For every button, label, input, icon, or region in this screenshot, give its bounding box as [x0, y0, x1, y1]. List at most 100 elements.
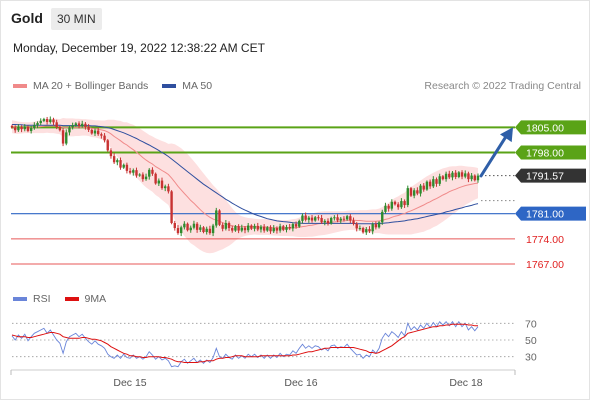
candle-body: [409, 188, 413, 196]
candle-body: [122, 164, 125, 168]
ma9-swatch: [64, 297, 79, 301]
candle-body: [314, 217, 317, 221]
legend-item-rsi: RSI: [13, 293, 51, 305]
candle-body: [269, 227, 272, 232]
candle-body: [128, 170, 132, 173]
candle-body: [368, 229, 371, 232]
candle-body: [119, 160, 122, 168]
candle-body: [304, 215, 307, 220]
rsi-line: [11, 320, 479, 368]
candle-body: [45, 119, 49, 122]
candle-body: [285, 226, 288, 230]
projection-arrow-shaft: [479, 131, 510, 178]
candle-body: [288, 226, 291, 229]
candle-body: [381, 211, 384, 223]
rsi-legend: RSI 9MA: [13, 293, 120, 305]
candle-body: [29, 128, 33, 131]
timeframe-button[interactable]: 30 MIN: [51, 8, 102, 30]
candle-body: [448, 173, 451, 178]
candle-body: [307, 217, 311, 220]
candle-body: [17, 127, 20, 131]
rsi-swatch: [13, 297, 27, 301]
candle-body: [333, 217, 336, 219]
candle-body: [365, 229, 368, 233]
ma20-label: MA 20 + Bollinger Bands: [33, 80, 149, 92]
candle-body: [211, 225, 215, 234]
candle-body: [361, 228, 365, 233]
candle-body: [26, 126, 30, 131]
candle-body: [208, 228, 212, 234]
level-label: 1798.00: [526, 148, 564, 160]
candle-body: [451, 172, 454, 178]
candle-body: [96, 130, 100, 135]
candle-body: [470, 175, 473, 180]
level-label: 1781.00: [526, 209, 564, 221]
candle-body: [103, 135, 106, 141]
candle-body: [460, 172, 464, 177]
candle-body: [109, 150, 113, 157]
candle-body: [106, 140, 109, 151]
candle-body: [345, 216, 349, 220]
level-tag: [515, 145, 586, 160]
level-tag: [515, 168, 586, 183]
candle-body: [259, 226, 263, 230]
candle-body: [419, 185, 422, 194]
level-label: 1805.00: [526, 122, 564, 134]
level-tag: [515, 206, 586, 221]
candle-body: [310, 217, 314, 221]
candle-body: [42, 119, 46, 121]
candle-body: [397, 204, 400, 208]
candle-body: [74, 123, 78, 126]
candle-body: [320, 217, 323, 223]
candle-body: [231, 228, 234, 231]
candle-body: [435, 179, 438, 184]
ma9-line: [11, 323, 478, 363]
candle-body: [49, 119, 52, 122]
candle-body: [438, 176, 441, 184]
candle-body: [393, 201, 397, 205]
level-label: 1767.00: [526, 259, 564, 271]
candle-body: [412, 190, 416, 196]
candle-body: [100, 134, 103, 136]
candle-body: [406, 188, 409, 206]
candle-body: [192, 223, 196, 228]
x-tick-label: Dec 15: [113, 377, 146, 389]
candle-body: [339, 218, 342, 221]
candle-body: [138, 174, 141, 176]
candle-body: [189, 227, 192, 231]
candle-body: [473, 175, 477, 181]
candle-body: [125, 164, 129, 171]
candle-body: [90, 129, 93, 134]
candle-body: [253, 225, 256, 229]
candle-body: [81, 123, 84, 126]
candle-body: [262, 226, 266, 231]
candle-body: [87, 126, 90, 130]
candle-body: [272, 228, 275, 232]
ma50-label: MA 50: [182, 80, 213, 92]
candle-body: [476, 175, 480, 181]
candle-body: [298, 220, 301, 227]
candle-body: [33, 125, 36, 129]
candle-body: [10, 125, 14, 128]
candle-body: [457, 172, 461, 177]
symbol-title: Gold: [11, 10, 43, 26]
candle-body: [291, 224, 295, 229]
legend-item-ma50: MA 50: [162, 80, 212, 92]
candle-body: [342, 218, 346, 220]
candle-body: [464, 173, 467, 177]
rsi-tick-label: 30: [525, 352, 537, 364]
candle-body: [428, 181, 432, 187]
candle-body: [202, 227, 205, 233]
candle-body: [13, 127, 17, 131]
candle-body: [377, 222, 381, 228]
candle-body: [20, 127, 23, 130]
candle-body: [205, 228, 208, 233]
candle-body: [157, 180, 161, 184]
candle-body: [467, 173, 470, 180]
candle-body: [154, 173, 157, 184]
candle-body: [186, 223, 189, 231]
rsi-tick-label: 50: [525, 335, 537, 347]
timestamp: Monday, December 19, 2022 12:38:22 AM CE…: [13, 41, 265, 55]
candle-body: [39, 120, 42, 124]
candle-body: [301, 215, 304, 221]
